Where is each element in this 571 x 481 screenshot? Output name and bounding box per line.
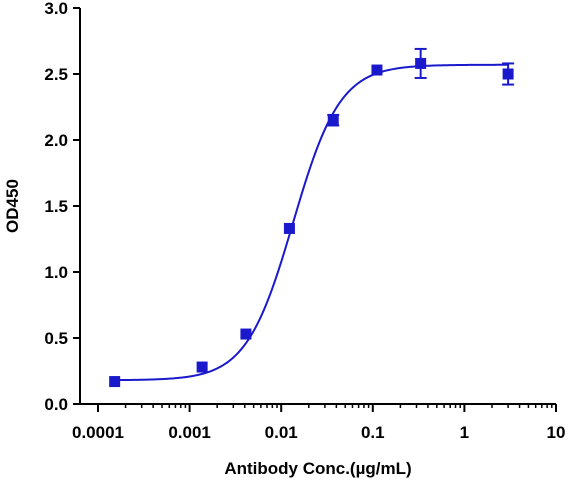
y-tick-label: 1.5: [44, 197, 68, 216]
y-tick-label: 2.5: [44, 65, 68, 84]
x-tick-label: 0.001: [168, 423, 211, 442]
x-axis: 0.0001 0.001 0.01 0.1 1 10: [72, 403, 565, 442]
x-ticks: 0.0001 0.001 0.01 0.1 1 10: [72, 404, 565, 442]
data-points: [109, 57, 514, 388]
x-tick-label: 0.1: [361, 423, 385, 442]
x-tick-label: 10: [547, 423, 566, 442]
data-point: [371, 64, 383, 76]
data-point: [502, 68, 514, 80]
y-tick-label: 1.0: [44, 263, 68, 282]
fit-curve: [114, 63, 509, 382]
y-axis-title: OD450: [3, 179, 22, 233]
data-point: [109, 376, 121, 388]
y-tick-label: 2.0: [44, 131, 68, 150]
data-point: [327, 114, 339, 126]
y-tick-label: 3.0: [44, 0, 68, 18]
x-tick-label: 0.01: [265, 423, 298, 442]
data-point: [240, 328, 252, 340]
x-tick-label: 0.0001: [72, 423, 124, 442]
x-tick-label: 1: [460, 423, 469, 442]
y-axis: 0.0 0.5 1.0 1.5 2.0 2.5 3.0: [44, 0, 81, 414]
y-tick-label: 0.0: [44, 395, 68, 414]
data-point: [283, 222, 295, 234]
y-ticks: 0.0 0.5 1.0 1.5 2.0 2.5 3.0: [44, 0, 80, 414]
data-point: [196, 361, 208, 373]
data-point: [415, 57, 427, 69]
y-tick-label: 0.5: [44, 329, 68, 348]
x-axis-title: Antibody Conc.(µg/mL): [224, 459, 411, 478]
